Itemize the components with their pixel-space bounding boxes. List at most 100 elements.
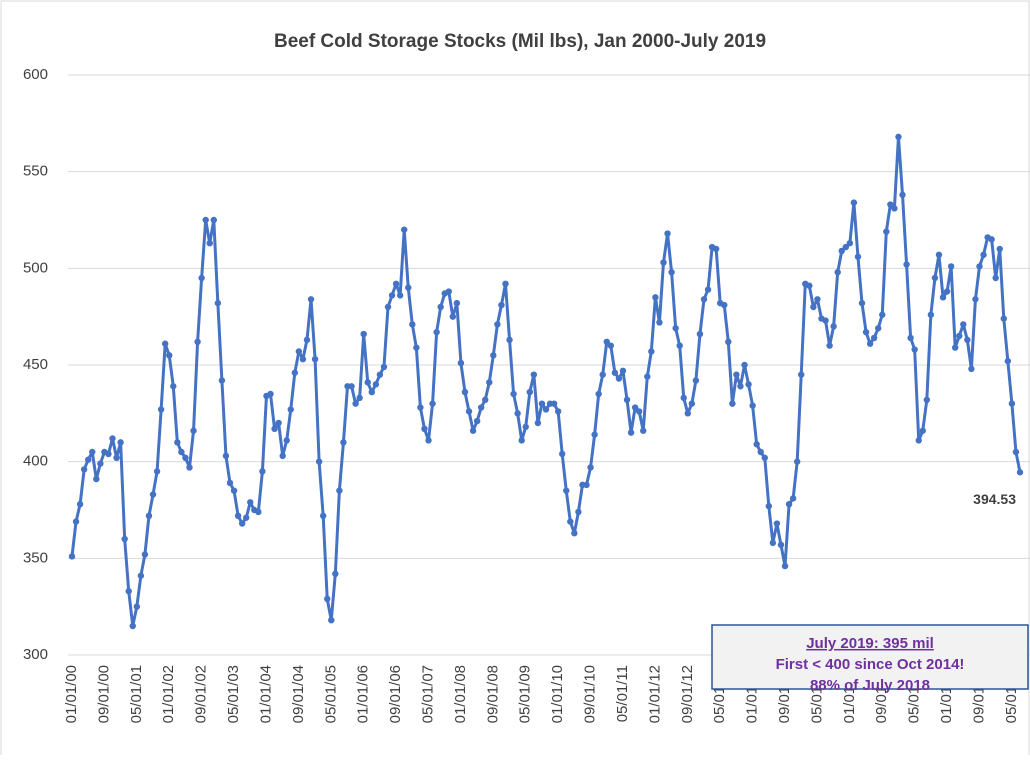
x-tick-label: 01/01/00 bbox=[63, 665, 80, 723]
data-point bbox=[271, 425, 278, 432]
data-point bbox=[923, 396, 931, 403]
data-point bbox=[328, 617, 335, 624]
data-point bbox=[457, 359, 465, 367]
y-tick-label: 450 bbox=[23, 356, 48, 373]
data-point bbox=[996, 245, 1003, 253]
data-point bbox=[947, 263, 955, 270]
data-point bbox=[567, 518, 574, 525]
x-tick-label: 09/01/12 bbox=[679, 665, 696, 723]
data-point bbox=[433, 328, 440, 336]
data-point bbox=[299, 356, 307, 363]
data-point bbox=[380, 363, 388, 371]
data-point bbox=[680, 394, 687, 402]
annotation-text: First < 400 since Oct 2014! bbox=[776, 656, 965, 673]
data-point bbox=[372, 381, 380, 388]
data-point bbox=[927, 311, 935, 318]
x-tick-label: 05/01/01 bbox=[128, 665, 145, 723]
data-point bbox=[482, 396, 489, 403]
data-point bbox=[336, 487, 343, 494]
data-point bbox=[704, 286, 712, 293]
data-point bbox=[340, 439, 347, 446]
data-point bbox=[891, 205, 898, 212]
data-point bbox=[830, 323, 837, 330]
data-point bbox=[822, 317, 829, 324]
data-point bbox=[676, 342, 683, 349]
x-tick-label: 05/01/03 bbox=[225, 665, 242, 723]
data-point bbox=[757, 448, 764, 456]
data-point bbox=[174, 439, 181, 446]
data-point bbox=[125, 588, 132, 595]
data-point bbox=[210, 216, 217, 224]
annotation-box bbox=[711, 624, 1029, 690]
data-point bbox=[72, 518, 80, 525]
data-point bbox=[117, 439, 124, 446]
data-point bbox=[761, 454, 768, 461]
data-point bbox=[214, 299, 222, 307]
data-point bbox=[243, 514, 250, 521]
y-tick-label: 350 bbox=[23, 549, 48, 566]
data-point bbox=[773, 520, 781, 527]
x-tick-label: 09/01/06 bbox=[387, 665, 404, 723]
data-point bbox=[672, 325, 679, 332]
data-point bbox=[506, 336, 513, 344]
x-tick-label: 01/01/02 bbox=[160, 665, 177, 723]
data-point bbox=[951, 344, 959, 351]
data-point bbox=[789, 495, 797, 502]
data-point bbox=[153, 468, 161, 475]
data-point bbox=[384, 303, 392, 311]
data-point bbox=[259, 468, 266, 475]
data-point bbox=[911, 346, 918, 353]
x-tick-label: 09/01/00 bbox=[95, 665, 112, 723]
data-point bbox=[798, 371, 805, 378]
x-tick-label: 01/01/06 bbox=[355, 665, 372, 723]
data-point bbox=[145, 512, 153, 519]
data-point bbox=[247, 499, 254, 506]
data-point bbox=[502, 280, 509, 287]
data-point bbox=[668, 269, 675, 276]
data-point bbox=[895, 133, 902, 141]
data-point bbox=[960, 321, 967, 328]
data-point bbox=[445, 288, 452, 295]
data-point bbox=[437, 303, 444, 311]
data-point bbox=[935, 251, 943, 258]
data-point bbox=[477, 404, 485, 411]
data-point bbox=[530, 371, 538, 378]
chart-title: Beef Cold Storage Stocks (Mil lbs), Jan … bbox=[274, 31, 766, 52]
data-point bbox=[688, 400, 696, 407]
x-tick-label: 05/01/07 bbox=[419, 665, 436, 723]
data-point bbox=[635, 408, 643, 415]
data-point bbox=[218, 377, 226, 384]
data-point bbox=[494, 321, 501, 328]
data-label: 394.53 bbox=[973, 491, 1016, 507]
data-point bbox=[514, 410, 521, 417]
data-point bbox=[583, 481, 590, 489]
data-point bbox=[603, 338, 610, 345]
data-point bbox=[915, 437, 922, 444]
data-point bbox=[571, 530, 578, 537]
data-point bbox=[1008, 400, 1016, 407]
data-point bbox=[76, 501, 84, 508]
x-tick-label: 01/01/04 bbox=[257, 665, 274, 723]
data-point bbox=[883, 228, 890, 235]
data-point bbox=[850, 199, 858, 206]
data-point bbox=[465, 408, 473, 415]
data-point bbox=[619, 367, 627, 374]
data-point bbox=[765, 502, 773, 510]
data-point bbox=[89, 448, 96, 456]
data-point bbox=[648, 348, 655, 355]
data-point bbox=[696, 330, 704, 338]
data-point bbox=[956, 332, 963, 340]
data-point bbox=[368, 388, 375, 396]
data-point bbox=[93, 475, 100, 483]
data-point bbox=[887, 201, 894, 208]
data-point bbox=[814, 296, 821, 303]
data-point bbox=[332, 570, 339, 577]
data-point bbox=[202, 216, 209, 224]
data-point bbox=[810, 303, 817, 311]
data-point bbox=[376, 371, 384, 378]
data-point bbox=[194, 338, 201, 345]
data-point bbox=[161, 340, 169, 347]
x-tick-label: 09/01/08 bbox=[484, 665, 501, 723]
data-point bbox=[644, 373, 651, 380]
data-point bbox=[992, 274, 999, 282]
